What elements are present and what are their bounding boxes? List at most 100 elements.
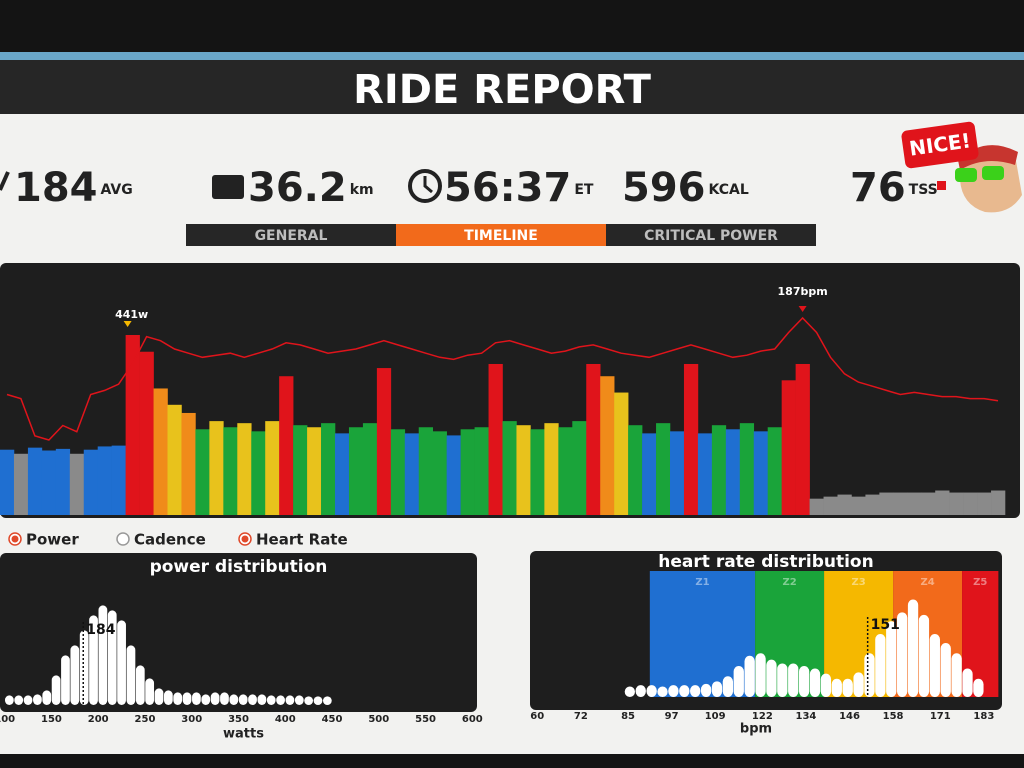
power-bar [474, 427, 489, 515]
power-bar [600, 376, 615, 515]
histogram-bar [98, 605, 108, 705]
tab-label[interactable]: GENERAL [255, 228, 328, 244]
power-bar [55, 448, 71, 515]
x-axis-label: bpm [740, 722, 772, 737]
power-bar [614, 392, 629, 515]
power-bar [907, 492, 922, 515]
power-bar [558, 427, 573, 515]
power-bar [781, 380, 796, 515]
power-bar [809, 498, 824, 515]
histogram-bar [668, 685, 679, 697]
power-bar [83, 449, 99, 515]
histogram-bar [733, 665, 744, 697]
power-bar [711, 425, 727, 515]
power-bar [293, 425, 308, 515]
x-tick-label: 85 [621, 711, 635, 722]
power-bar [125, 335, 140, 515]
histogram-bar [820, 673, 832, 697]
distribution-title: power distribution [150, 557, 328, 577]
power-bar [335, 433, 350, 515]
power-bar [111, 445, 126, 515]
histogram-bar [163, 690, 173, 705]
toggle-label[interactable]: Cadence [134, 531, 206, 549]
histogram-bar [798, 665, 810, 697]
toggle-radio-dot[interactable] [11, 535, 19, 543]
power-bar [376, 368, 392, 515]
x-tick-label: 60 [530, 711, 544, 722]
x-tick-label: 183 [973, 711, 994, 722]
power-bar [41, 450, 57, 515]
power-bar [27, 447, 43, 515]
tab[interactable] [186, 224, 396, 246]
histogram-bar [657, 686, 668, 697]
power-bar [851, 496, 866, 515]
power-bar [893, 492, 908, 515]
histogram-bar [145, 678, 155, 705]
toggle-radio[interactable] [116, 532, 130, 546]
histogram-bar [907, 599, 919, 697]
power-bar [209, 421, 224, 515]
tab-label[interactable]: TIMELINE [464, 228, 538, 244]
toggle-label[interactable]: Power [26, 531, 79, 549]
histogram-bar [875, 634, 886, 697]
top-strip [0, 52, 1024, 60]
power-bar [670, 431, 685, 515]
x-tick-label: 150 [41, 714, 62, 725]
histogram-bar [89, 615, 98, 705]
stat-time: 56:37 ET [444, 165, 594, 211]
power-bar [348, 427, 364, 515]
power-bar [97, 446, 112, 515]
histogram-bar [42, 690, 52, 705]
histogram-bar [135, 665, 145, 705]
histogram-bar [294, 695, 304, 705]
x-tick-label: 250 [135, 714, 156, 725]
power-icon [0, 171, 10, 191]
page-title: RIDE REPORT [353, 67, 652, 113]
power-bar [544, 423, 559, 515]
power-bar [572, 421, 587, 515]
x-tick-label: 450 [322, 714, 343, 725]
power-bar [418, 427, 434, 515]
power-bar [223, 427, 238, 515]
histogram-bar [182, 692, 192, 705]
hr-zone-label: Z1 [695, 577, 709, 588]
histogram-bar [886, 621, 897, 697]
histogram-bar [4, 695, 14, 705]
tab-label[interactable]: CRITICAL POWER [644, 228, 778, 244]
histogram-bar [711, 681, 723, 697]
toggle-radio-dot[interactable] [241, 535, 249, 543]
histogram-bar [33, 694, 42, 705]
odometer-icon [212, 175, 244, 199]
badge-bubble [901, 121, 979, 169]
histogram-bar [842, 678, 853, 697]
power-bar [879, 492, 894, 515]
x-tick-label: 500 [368, 714, 389, 725]
power-bar [13, 453, 29, 515]
timeline-chart: 441w 187bpm [0, 285, 1006, 515]
histogram-bar [257, 694, 267, 705]
histogram-bar [940, 642, 951, 697]
histogram-bar [831, 678, 842, 697]
power-bar [446, 435, 461, 515]
tab[interactable] [606, 224, 816, 246]
power-bar [516, 425, 531, 515]
x-tick-label: 100 [0, 714, 15, 725]
histogram-bar [864, 653, 875, 697]
tab[interactable] [396, 224, 606, 246]
histogram-bar [788, 663, 799, 697]
power-bar [656, 423, 671, 515]
tss-help-icon[interactable] [937, 181, 946, 190]
hr-zone-label: Z5 [973, 577, 987, 588]
power-bar [697, 433, 713, 515]
toggle-label[interactable]: Heart Rate [256, 531, 348, 549]
histogram-bar [918, 614, 930, 697]
histogram-bar [126, 645, 136, 705]
header-bar [0, 60, 1024, 114]
power-bar [502, 421, 517, 515]
distribution-title: heart rate distribution [658, 552, 873, 572]
power-bar [795, 363, 810, 515]
x-tick-label: 400 [275, 714, 296, 725]
histogram-bar [276, 695, 285, 705]
power-bar [251, 431, 266, 515]
